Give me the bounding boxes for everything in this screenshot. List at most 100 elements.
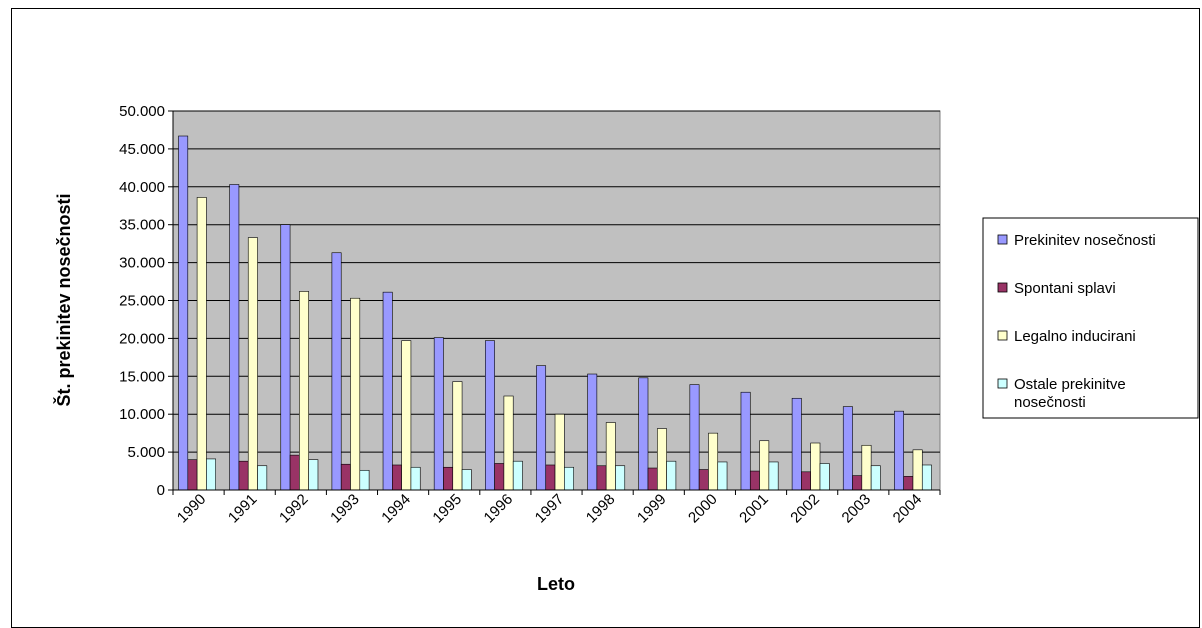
bar-3-2003: [861, 444, 872, 491]
bar-2-2003: [852, 475, 863, 491]
y-tick-label: 30.000: [119, 255, 165, 272]
bar-2-1992: [289, 454, 300, 491]
bar-4-1998: [615, 465, 626, 491]
x-tick-label: 1990: [174, 491, 210, 527]
bar-3-1993: [350, 297, 361, 491]
bars: [178, 135, 932, 491]
x-tick-label: 1997: [532, 491, 568, 527]
bar-1-1990: [178, 135, 189, 491]
bar-3-1992: [299, 291, 309, 491]
y-tick-label: 35.000: [119, 217, 165, 234]
bar-1-1998: [587, 373, 598, 491]
y-tick-label: 0: [157, 482, 165, 499]
x-tick-label: 1999: [634, 491, 670, 527]
legend-label: Spontani splavi: [1014, 280, 1116, 297]
legend-label: Ostale prekinitve: [1014, 376, 1126, 393]
x-tick-label: 1991: [225, 491, 261, 527]
legend-label: Legalno inducirani: [1014, 328, 1136, 345]
bar-1-1992: [280, 224, 291, 491]
x-axis-title: Leto: [537, 574, 575, 594]
bar-3-1997: [554, 413, 565, 491]
x-tick-label: 2002: [787, 491, 823, 527]
legend-swatch: [997, 282, 1008, 293]
bar-1-2003: [842, 406, 853, 491]
bar-4-2000: [717, 461, 728, 491]
bar-2-2002: [801, 471, 812, 491]
bar-4-1995: [461, 469, 472, 491]
x-tick-label: 1994: [378, 491, 414, 527]
bar-2-1990: [187, 459, 198, 491]
bar-2-2004: [903, 476, 914, 491]
bar-2-1995: [443, 466, 454, 491]
legend: Prekinitev nosečnosti Spontani splavi Lega…: [982, 217, 1199, 419]
bar-1-2001: [740, 391, 751, 491]
bar-3-2000: [708, 432, 719, 491]
x-tick-label: 1995: [429, 491, 465, 527]
x-tick-label: 1996: [481, 491, 517, 527]
bar-4-1990: [206, 458, 216, 491]
bar-4-1999: [666, 460, 677, 491]
bar-1-1994: [382, 291, 393, 491]
bar-1-1996: [484, 340, 495, 491]
bar-3-1991: [247, 237, 258, 491]
bar-1-2000: [689, 384, 700, 491]
bar-4-1996: [512, 460, 523, 491]
bar-2-2001: [749, 470, 760, 491]
x-tick-label: 2001: [736, 491, 772, 527]
y-tick-label: 25.000: [119, 293, 165, 310]
bar-1-2002: [791, 397, 802, 491]
bar-1-1991: [229, 184, 240, 491]
y-tick-label: 50.000: [119, 103, 165, 120]
bar-4-1992: [308, 459, 319, 491]
bar-1-1999: [638, 377, 649, 491]
x-tick-label: 2000: [685, 491, 721, 527]
legend-box: [982, 217, 1199, 419]
bar-2-2000: [698, 469, 709, 491]
bar-3-1998: [605, 422, 616, 491]
x-tick-label: 1993: [327, 491, 363, 527]
legend-label: nosečnosti: [1014, 394, 1086, 411]
bar-2-1991: [238, 460, 249, 491]
bar-2-1999: [647, 467, 658, 491]
bar-4-2004: [921, 464, 932, 491]
legend-label: Prekinitev nosečnosti: [1014, 232, 1156, 249]
x-tick-label: 1998: [583, 491, 619, 527]
legend-swatch: [997, 330, 1008, 341]
bar-4-1993: [359, 469, 370, 491]
bar-2-1998: [596, 465, 607, 491]
bar-3-1995: [452, 381, 463, 491]
bar-2-1997: [545, 464, 556, 491]
bar-3-1990: [196, 197, 207, 491]
bar-4-2002: [819, 463, 830, 491]
bar-1-2004: [894, 410, 904, 491]
bar-3-1999: [656, 428, 667, 491]
bar-4-1991: [257, 465, 268, 491]
bar-4-1994: [410, 466, 421, 491]
y-tick-label: 45.000: [119, 141, 165, 158]
y-tick-label: 20.000: [119, 330, 165, 347]
y-tick-label: 5.000: [127, 444, 165, 461]
bar-1-1995: [433, 337, 444, 491]
bar-4-1997: [564, 466, 574, 491]
bar-3-2004: [912, 449, 923, 491]
bar-3-1996: [503, 395, 514, 491]
x-tick-label: 1992: [276, 491, 312, 527]
legend-swatch: [997, 234, 1008, 245]
x-tick-labels: 1990 1991 1992 1993 1994 1995 1996 1997 1998 1999…: [172, 490, 941, 527]
bar-2-1996: [494, 463, 505, 491]
bar-2-1993: [340, 463, 351, 491]
bar-1-1997: [536, 365, 547, 491]
x-tick-label: 2004: [890, 491, 926, 527]
y-tick-label: 10.000: [119, 406, 165, 423]
bar-4-2001: [768, 461, 779, 491]
y-tick-label: 40.000: [119, 179, 165, 196]
y-tick-labels: 0 5.000 10.000 15.000 20.000 25.000 30.000 35.0…: [119, 103, 173, 499]
legend-swatch: [997, 378, 1008, 389]
y-axis-title: Št. prekinitev nosečnosti: [53, 193, 74, 406]
bar-3-2001: [759, 440, 770, 491]
bar-1-1993: [331, 252, 342, 491]
bar-2-1994: [392, 464, 402, 491]
bar-4-2003: [870, 465, 881, 491]
x-tick-label: 2003: [839, 491, 875, 527]
